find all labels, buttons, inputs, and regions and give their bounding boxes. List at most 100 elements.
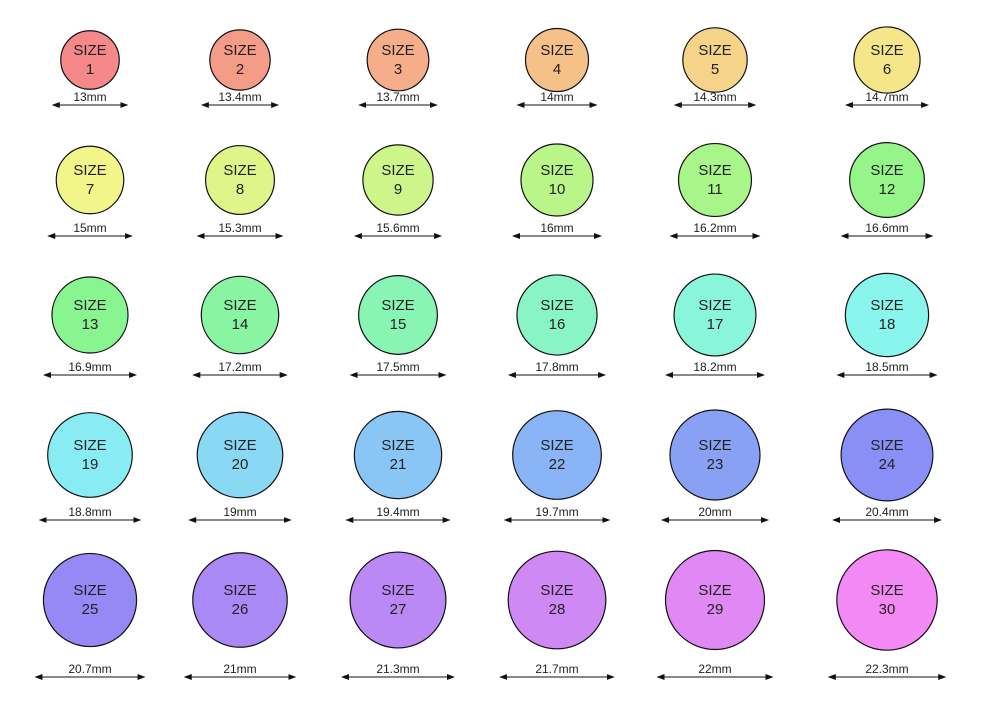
diameter-label: 18.2mm: [693, 360, 736, 374]
size-number: 11: [707, 181, 723, 198]
ring-circle: [664, 549, 766, 651]
size-word: SIZE: [698, 297, 731, 314]
size-word: SIZE: [381, 297, 414, 314]
diameter-label: 16.6mm: [865, 221, 908, 235]
size-word: SIZE: [870, 162, 903, 179]
size-word: SIZE: [73, 437, 106, 454]
ring-circle: [673, 273, 757, 357]
size-number: 15: [390, 316, 407, 333]
diameter-label: 16.9mm: [68, 360, 111, 374]
size-word: SIZE: [73, 42, 106, 59]
diameter-label: 15mm: [73, 221, 106, 235]
ring-circle: [516, 274, 598, 356]
size-word: SIZE: [73, 297, 106, 314]
size-word: SIZE: [870, 297, 903, 314]
size-number: 9: [394, 181, 402, 198]
size-number: 22: [549, 456, 566, 473]
size-number: 7: [86, 181, 94, 198]
size-word: SIZE: [540, 437, 573, 454]
ring-circle: [520, 143, 594, 217]
diameter-label: 17.2mm: [218, 360, 261, 374]
size-number: 17: [707, 316, 724, 333]
size-number: 14: [232, 316, 249, 333]
ring-circle: [200, 275, 280, 355]
diameter-label: 14mm: [540, 90, 573, 104]
diameter-label: 22mm: [698, 662, 731, 676]
diameter-label: 13.7mm: [376, 90, 419, 104]
size-word: SIZE: [698, 162, 731, 179]
size-number: 25: [82, 601, 99, 618]
ring-circle: [51, 276, 129, 354]
ring-circle: [366, 28, 430, 92]
size-number: 5: [711, 61, 719, 78]
size-word: SIZE: [540, 297, 573, 314]
ring-circle: [836, 549, 938, 651]
ring-circle: [55, 145, 125, 215]
diameter-label: 18.8mm: [68, 505, 111, 519]
ring-circle: [853, 26, 921, 94]
size-number: 19: [82, 456, 99, 473]
size-number: 16: [549, 316, 566, 333]
ring-circle: [353, 410, 443, 500]
size-number: 10: [549, 181, 566, 198]
diameter-label: 21.7mm: [535, 662, 578, 676]
size-word: SIZE: [870, 42, 903, 59]
size-number: 12: [879, 181, 896, 198]
ring-circle: [844, 272, 930, 358]
size-number: 4: [553, 61, 561, 78]
size-number: 30: [879, 601, 896, 618]
diameter-label: 13.4mm: [218, 90, 261, 104]
size-word: SIZE: [381, 162, 414, 179]
size-number: 6: [883, 61, 891, 78]
size-number: 18: [879, 316, 896, 333]
size-word: SIZE: [381, 42, 414, 59]
diameter-label: 13mm: [73, 90, 106, 104]
size-word: SIZE: [381, 437, 414, 454]
ring-circle: [512, 410, 602, 500]
ring-circle: [47, 412, 133, 498]
size-word: SIZE: [698, 42, 731, 59]
size-word: SIZE: [223, 297, 256, 314]
size-word: SIZE: [223, 582, 256, 599]
size-word: SIZE: [698, 582, 731, 599]
size-word: SIZE: [73, 582, 106, 599]
ring-circle: [358, 275, 438, 355]
diameter-label: 17.5mm: [376, 360, 419, 374]
size-number: 13: [82, 316, 99, 333]
size-word: SIZE: [870, 582, 903, 599]
size-word: SIZE: [540, 162, 573, 179]
diameter-label: 21.3mm: [376, 662, 419, 676]
ring-circle: [60, 30, 120, 90]
ring-circle: [204, 144, 276, 216]
diameter-label: 19.4mm: [376, 505, 419, 519]
size-word: SIZE: [540, 582, 573, 599]
size-number: 8: [236, 181, 244, 198]
size-number: 1: [86, 61, 94, 78]
size-number: 20: [232, 456, 249, 473]
size-number: 26: [232, 601, 249, 618]
ring-circle: [349, 551, 447, 649]
size-number: 29: [707, 601, 724, 618]
diameter-label: 19mm: [223, 505, 256, 519]
size-number: 21: [390, 456, 407, 473]
size-word: SIZE: [73, 162, 106, 179]
ring-circle: [849, 142, 925, 218]
ring-circle: [524, 27, 590, 93]
size-word: SIZE: [223, 42, 256, 59]
size-word: SIZE: [698, 437, 731, 454]
diameter-label: 15.3mm: [218, 221, 261, 235]
size-word: SIZE: [540, 42, 573, 59]
size-word: SIZE: [223, 162, 256, 179]
size-number: 23: [707, 456, 724, 473]
ring-circle: [669, 409, 761, 501]
size-word: SIZE: [870, 437, 903, 454]
diameter-label: 16.2mm: [693, 221, 736, 235]
ring-circle: [362, 144, 434, 216]
diameter-label: 17.8mm: [535, 360, 578, 374]
diameter-label: 15.6mm: [376, 221, 419, 235]
diameter-label: 14.7mm: [865, 90, 908, 104]
size-number: 3: [394, 61, 402, 78]
diameter-label: 20.4mm: [865, 505, 908, 519]
diameter-label: 21mm: [223, 662, 256, 676]
diameter-label: 22.3mm: [865, 662, 908, 676]
